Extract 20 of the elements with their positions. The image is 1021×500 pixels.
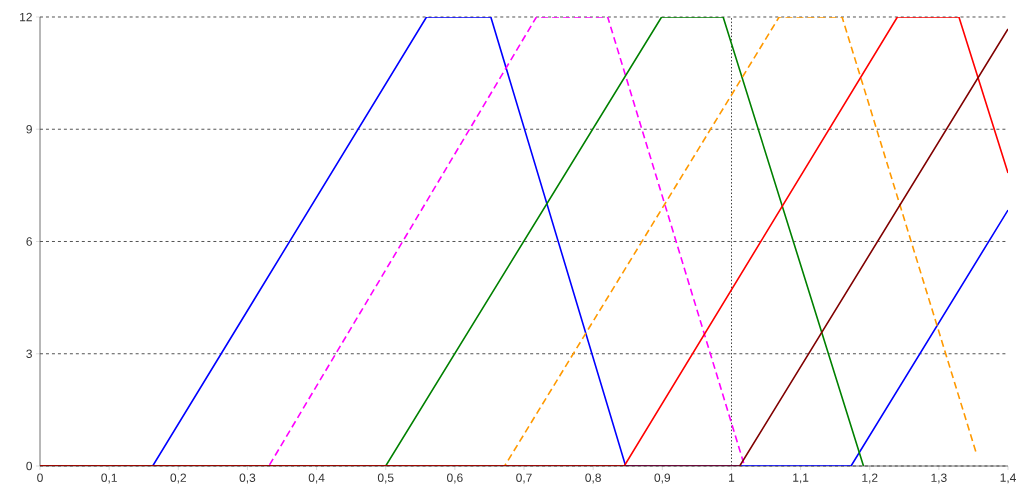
x-tick-label: 0,7 (516, 473, 532, 484)
x-tick-label: 1,1 (793, 473, 809, 484)
x-tick-label: 1,2 (862, 473, 878, 484)
x-tick-label: 1,4 (1000, 473, 1016, 484)
y-tick-label: 12 (20, 12, 32, 22)
x-tick-label: 0,1 (101, 473, 117, 484)
y-tick-label: 6 (26, 237, 32, 246)
x-tick-label: 0,6 (447, 473, 463, 484)
x-tick-label: 0,2 (170, 473, 186, 484)
y-tick-label: 0 (26, 461, 33, 471)
x-tick-label: 0,5 (377, 473, 394, 484)
y-tick-label: 9 (26, 125, 32, 134)
x-tick-label: 0,4 (308, 473, 325, 484)
y-tick-label: 3 (26, 349, 32, 358)
x-tick-label: 0 (37, 473, 43, 482)
x-tick-label: 0,8 (585, 473, 601, 484)
x-tick-label: 1,3 (931, 473, 947, 484)
x-tick-label: 1 (729, 473, 735, 482)
x-tick-label: 0,3 (239, 473, 256, 484)
x-tick-label: 0,9 (654, 473, 671, 484)
